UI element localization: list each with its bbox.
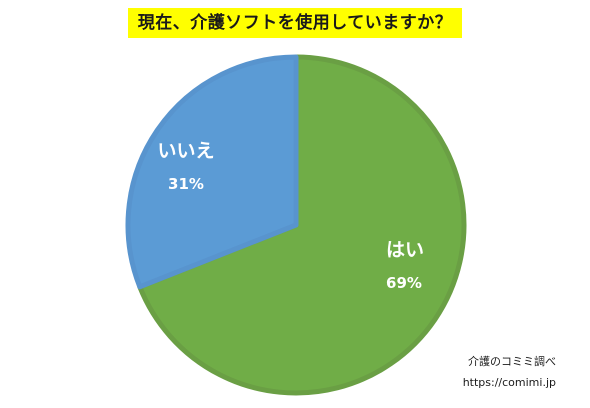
source-name: 介護のコミミ調べ	[468, 355, 556, 368]
source-url: https://comimi.jp	[462, 376, 556, 389]
slice-label-iie: いいえ	[157, 140, 214, 162]
slice-value-iie: 31%	[168, 175, 204, 193]
pie-slices	[125, 54, 467, 396]
slice-label-hai: はい	[386, 239, 424, 261]
pie-slice-hai	[137, 54, 467, 396]
slice-value-hai: 69%	[386, 274, 422, 292]
pie-slice-iie	[125, 54, 299, 290]
pie-labels: はい 69% いいえ 31%	[157, 140, 424, 292]
chart-title: 現在、介護ソフトを使用していますか？	[127, 8, 463, 38]
